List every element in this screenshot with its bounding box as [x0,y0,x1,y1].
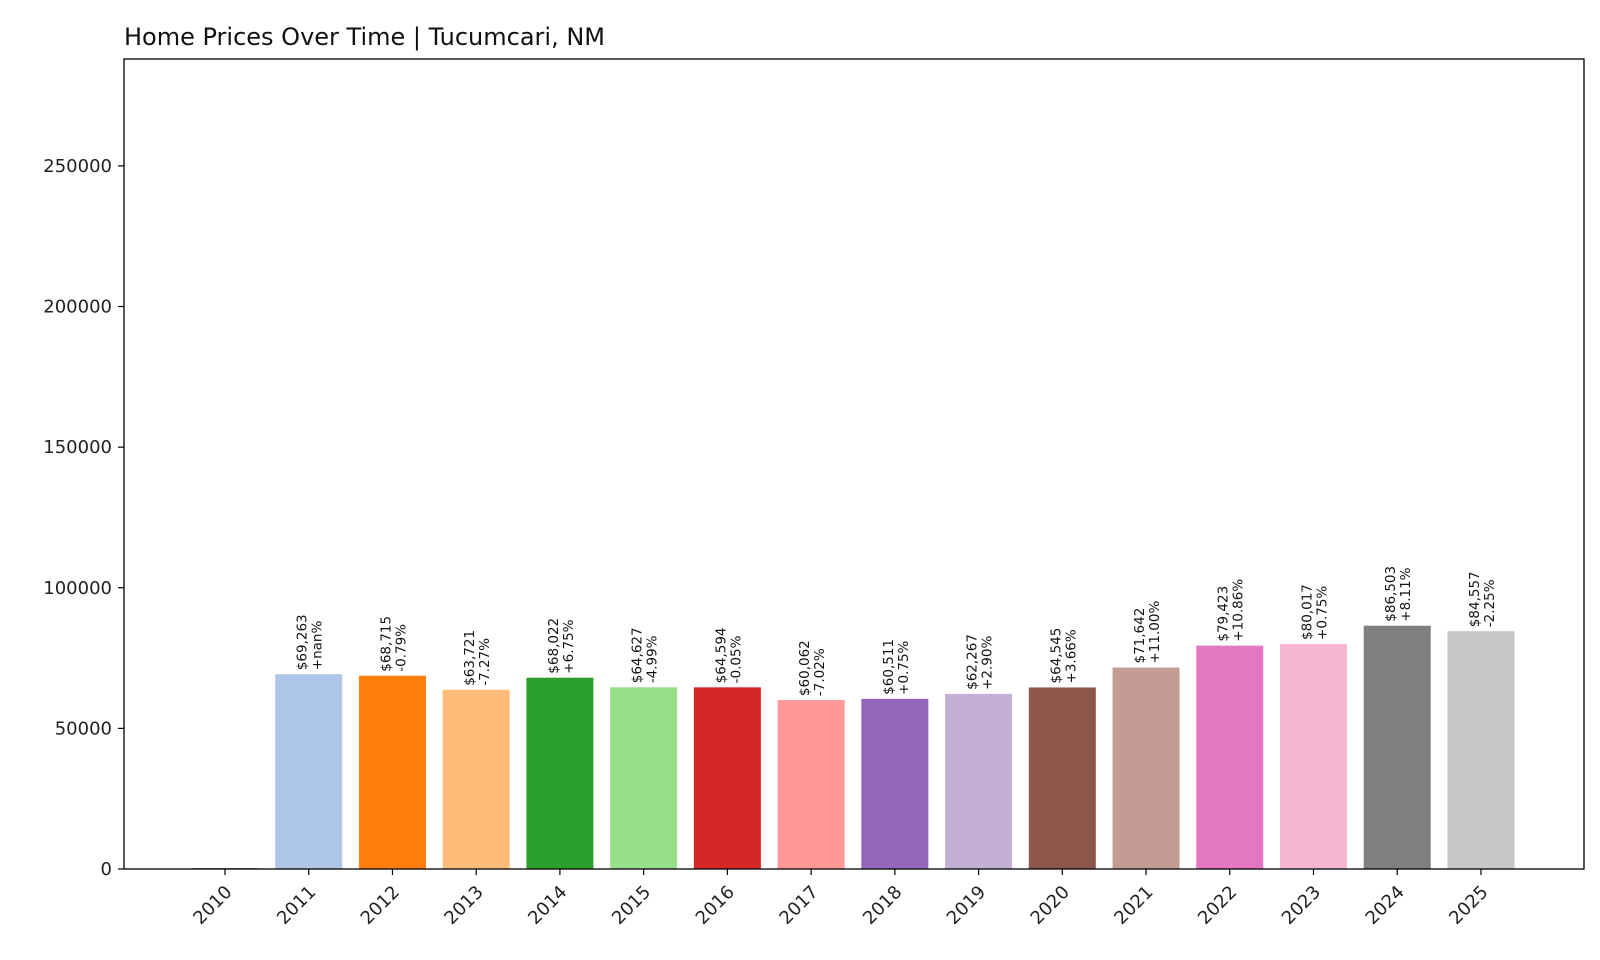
x-tick-label: 2020 [1027,882,1074,929]
chart-title: Home Prices Over Time | Tucumcari, NM [124,23,605,51]
bar-change-label: +0.75% [896,640,912,694]
bar-change-label: +8.11% [1398,567,1414,621]
bar-change-label: -7.02% [812,648,828,696]
bar-2025 [1447,631,1515,869]
bar-change-label: +2.90% [980,636,996,690]
bar-2020 [1028,687,1096,869]
bar-price-label: $79,423 [1216,586,1232,642]
x-tick-label: 2016 [692,882,739,929]
bar-change-label: +0.75% [1314,586,1330,640]
x-tick-label: 2023 [1278,882,1325,929]
bar-change-label: -0.79% [393,624,409,672]
x-tick-label: 2018 [859,882,906,929]
x-axis: 2010 2011 2012 2013 2014 2015 2016 2017 2018 2019… [189,869,1492,929]
bar-price-label: $60,511 [881,639,897,695]
bar-2019 [945,693,1013,869]
y-tick-label: 200000 [43,297,112,318]
bar-2011 [275,674,343,869]
bar-price-label: $60,062 [797,640,813,696]
y-tick-label: 100000 [43,578,112,599]
bar-change-label: +6.75% [561,619,577,673]
x-tick-label: 2013 [440,882,487,929]
y-tick-label: 150000 [43,437,112,458]
x-tick-label: 2011 [273,882,320,929]
x-tick-label: 2019 [943,882,990,929]
bar-2014 [526,677,594,869]
bar-2017 [777,700,845,869]
bar-change-label: -2.25% [1482,579,1498,627]
bar-price-label: $84,557 [1467,571,1483,627]
x-tick-label: 2025 [1445,882,1492,929]
y-tick-label: 50000 [55,718,112,739]
bar-2012 [358,675,426,869]
bar-change-label: +10.86% [1231,579,1247,642]
bar-change-label: -0.05% [728,635,744,683]
bar-price-label: $71,642 [1132,608,1148,664]
bar-change-label: +3.66% [1063,629,1079,683]
x-tick-label: 2012 [357,882,404,929]
x-tick-label: 2014 [524,882,571,929]
x-tick-label: 2010 [189,882,236,929]
bar-price-label: $64,545 [1048,628,1064,684]
y-tick-label: 250000 [43,156,112,177]
x-tick-label: 2022 [1194,882,1241,929]
x-tick-label: 2021 [1110,882,1157,929]
bar-labels-layer: $69,263 +nan% $68,715 -0.79% $63,721 -7.27% $6… [295,566,1498,696]
bar-change-label: -7.27% [477,638,493,686]
y-tick-label: 0 [101,859,112,880]
bar-2024 [1363,625,1431,869]
bar-change-label: +11.00% [1147,601,1163,664]
y-axis: 0 50000 100000 150000 200000 250000 [43,156,124,880]
bar-price-label: $64,594 [713,628,729,684]
bar-2015 [610,687,678,869]
bar-price-label: $86,503 [1383,566,1399,622]
bar-change-label: +nan% [310,621,326,671]
bar-price-label: $80,017 [1299,584,1315,640]
x-tick-label: 2024 [1362,882,1409,929]
bar-price-label: $63,721 [462,630,478,686]
bar-2021 [1112,667,1180,869]
bars-layer [191,625,1515,869]
bar-2023 [1279,643,1347,869]
bar-2022 [1196,645,1264,869]
bar-change-label: -4.99% [645,635,661,683]
bar-price-label: $62,267 [965,634,981,690]
bar-price-label: $68,022 [546,618,562,674]
bar-price-label: $64,627 [630,627,646,683]
bar-2016 [693,687,761,869]
x-tick-label: 2017 [775,882,822,929]
plot-frame [123,58,1585,870]
bar-price-label: $68,715 [378,616,394,672]
bar-2018 [861,698,929,869]
bar-price-label: $69,263 [295,614,311,670]
bar-2013 [442,689,510,869]
x-tick-label: 2015 [608,882,655,929]
